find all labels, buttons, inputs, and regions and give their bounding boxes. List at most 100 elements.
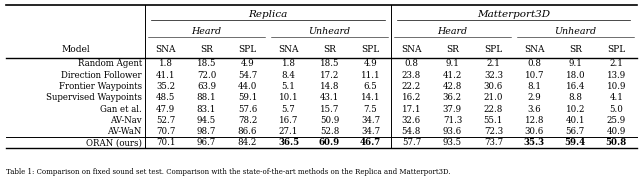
Text: 36.5: 36.5	[278, 138, 299, 147]
Text: 7.5: 7.5	[364, 104, 378, 113]
Text: 5.0: 5.0	[609, 104, 623, 113]
Text: 15.7: 15.7	[320, 104, 339, 113]
Text: 56.7: 56.7	[566, 127, 585, 136]
Text: 72.0: 72.0	[197, 71, 216, 80]
Text: 18.5: 18.5	[197, 60, 216, 68]
Text: 5.7: 5.7	[282, 104, 296, 113]
Text: 46.7: 46.7	[360, 138, 381, 147]
Text: 35.2: 35.2	[156, 82, 175, 91]
Text: 50.9: 50.9	[320, 116, 339, 125]
Text: Random Agent: Random Agent	[77, 60, 142, 68]
Text: 50.8: 50.8	[605, 138, 627, 147]
Text: 32.6: 32.6	[402, 116, 421, 125]
Text: SPL: SPL	[362, 45, 380, 54]
Text: 8.8: 8.8	[568, 93, 582, 102]
Text: 1.8: 1.8	[159, 60, 173, 68]
Text: 86.6: 86.6	[238, 127, 257, 136]
Text: 44.0: 44.0	[238, 82, 257, 91]
Text: 22.2: 22.2	[402, 82, 421, 91]
Text: 4.9: 4.9	[364, 60, 378, 68]
Text: Replica: Replica	[248, 10, 287, 18]
Text: 13.9: 13.9	[607, 71, 626, 80]
Text: 0.8: 0.8	[404, 60, 419, 68]
Text: 41.2: 41.2	[443, 71, 462, 80]
Text: 37.9: 37.9	[443, 104, 462, 113]
Text: 10.7: 10.7	[525, 71, 544, 80]
Text: 34.7: 34.7	[361, 116, 380, 125]
Text: 72.3: 72.3	[484, 127, 503, 136]
Text: ORAN (ours): ORAN (ours)	[86, 138, 142, 147]
Text: 30.6: 30.6	[484, 82, 503, 91]
Text: AV-Nav: AV-Nav	[110, 116, 142, 125]
Text: 71.3: 71.3	[443, 116, 462, 125]
Text: 57.7: 57.7	[402, 138, 421, 147]
Text: SR: SR	[323, 45, 336, 54]
Text: 98.7: 98.7	[197, 127, 216, 136]
Text: 52.8: 52.8	[320, 127, 339, 136]
Text: Unheard: Unheard	[308, 27, 351, 36]
Text: SPL: SPL	[239, 45, 257, 54]
Text: 14.1: 14.1	[361, 93, 380, 102]
Text: 16.7: 16.7	[279, 116, 298, 125]
Text: 70.1: 70.1	[156, 138, 175, 147]
Text: 36.2: 36.2	[443, 93, 462, 102]
Text: Table 1: Comparison on fixed sound set test. Comparison with the state-of-the-ar: Table 1: Comparison on fixed sound set t…	[6, 168, 451, 176]
Text: 16.2: 16.2	[402, 93, 421, 102]
Text: Unheard: Unheard	[554, 27, 596, 36]
Text: 59.4: 59.4	[564, 138, 586, 147]
Text: AV-WaN: AV-WaN	[108, 127, 142, 136]
Text: 42.8: 42.8	[443, 82, 462, 91]
Text: SNA: SNA	[524, 45, 545, 54]
Text: Supervised Waypoints: Supervised Waypoints	[46, 93, 142, 102]
Text: 2.1: 2.1	[486, 60, 500, 68]
Text: 34.7: 34.7	[361, 127, 380, 136]
Text: 5.1: 5.1	[282, 82, 296, 91]
Text: 96.7: 96.7	[197, 138, 216, 147]
Text: SPL: SPL	[607, 45, 625, 54]
Text: 16.4: 16.4	[566, 82, 585, 91]
Text: 17.1: 17.1	[402, 104, 421, 113]
Text: 9.1: 9.1	[445, 60, 460, 68]
Text: SR: SR	[200, 45, 213, 54]
Text: SNA: SNA	[278, 45, 299, 54]
Text: 54.8: 54.8	[402, 127, 421, 136]
Text: 1.8: 1.8	[282, 60, 296, 68]
Text: 27.1: 27.1	[279, 127, 298, 136]
Text: 30.6: 30.6	[525, 127, 544, 136]
Text: 2.1: 2.1	[609, 60, 623, 68]
Text: 47.9: 47.9	[156, 104, 175, 113]
Text: 60.9: 60.9	[319, 138, 340, 147]
Text: 10.2: 10.2	[566, 104, 585, 113]
Text: 40.1: 40.1	[566, 116, 585, 125]
Text: 22.8: 22.8	[484, 104, 503, 113]
Text: Heard: Heard	[437, 27, 467, 36]
Text: 4.1: 4.1	[609, 93, 623, 102]
Text: 40.9: 40.9	[607, 127, 626, 136]
Text: 57.6: 57.6	[238, 104, 257, 113]
Text: 93.6: 93.6	[443, 127, 462, 136]
Text: 94.5: 94.5	[197, 116, 216, 125]
Text: 10.1: 10.1	[278, 93, 298, 102]
Text: 93.5: 93.5	[443, 138, 462, 147]
Text: 25.9: 25.9	[607, 116, 626, 125]
Text: 48.5: 48.5	[156, 93, 175, 102]
Text: Model: Model	[61, 45, 90, 54]
Text: 83.1: 83.1	[197, 104, 216, 113]
Text: 8.4: 8.4	[282, 71, 296, 80]
Text: 10.9: 10.9	[607, 82, 626, 91]
Text: 9.1: 9.1	[568, 60, 582, 68]
Text: 73.7: 73.7	[484, 138, 503, 147]
Text: Heard: Heard	[191, 27, 221, 36]
Text: SNA: SNA	[401, 45, 422, 54]
Text: Frontier Waypoints: Frontier Waypoints	[59, 82, 142, 91]
Text: 12.8: 12.8	[525, 116, 544, 125]
Text: Matterport3D: Matterport3D	[477, 10, 550, 18]
Text: 54.7: 54.7	[238, 71, 257, 80]
Text: 43.1: 43.1	[320, 93, 339, 102]
Text: 41.1: 41.1	[156, 71, 175, 80]
Text: 8.1: 8.1	[527, 82, 541, 91]
Text: SR: SR	[569, 45, 582, 54]
Text: 55.1: 55.1	[484, 116, 503, 125]
Text: 32.3: 32.3	[484, 71, 503, 80]
Text: 2.9: 2.9	[527, 93, 541, 102]
